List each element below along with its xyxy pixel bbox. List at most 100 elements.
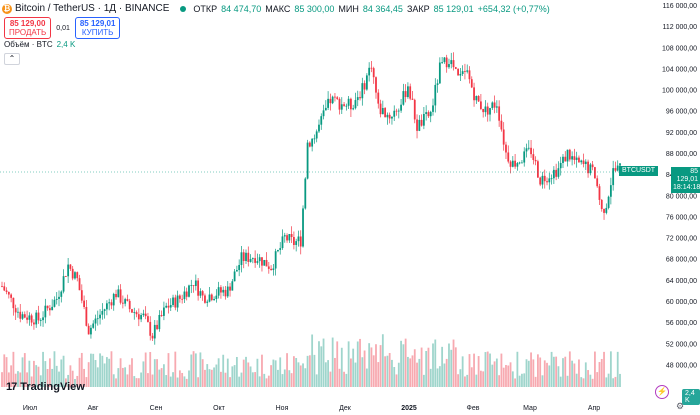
candle-body bbox=[372, 68, 375, 78]
volume-bar bbox=[206, 364, 209, 387]
volume-bar bbox=[149, 351, 152, 387]
gear-icon[interactable]: ⚙ bbox=[676, 401, 685, 411]
volume-bar bbox=[74, 378, 76, 387]
volume-bar bbox=[251, 372, 254, 387]
candle-body bbox=[441, 62, 444, 63]
volume-bar bbox=[201, 359, 204, 387]
candle-body bbox=[83, 300, 85, 308]
volume-legend[interactable]: Объём · BTC 2,4 K bbox=[4, 40, 75, 49]
volume-bar bbox=[117, 368, 120, 387]
lightning-icon[interactable]: ⚡ bbox=[655, 385, 669, 399]
volume-bar bbox=[256, 358, 259, 387]
candle-body bbox=[263, 259, 266, 266]
candle-body bbox=[454, 67, 457, 69]
volume-bar bbox=[28, 360, 31, 387]
candle-body bbox=[400, 104, 402, 111]
volume-bar bbox=[69, 365, 72, 387]
volume-bar bbox=[313, 354, 316, 387]
market-status-dot[interactable] bbox=[180, 5, 187, 12]
price-tick-label: 52 000,00 bbox=[666, 341, 697, 348]
volume-bar bbox=[7, 372, 10, 387]
volume-bar bbox=[482, 371, 485, 387]
volume-bar bbox=[530, 352, 532, 387]
volume-bar bbox=[292, 356, 295, 387]
sell-button[interactable]: 85 129,00 ПРОДАТЬ bbox=[4, 17, 52, 39]
candle-body bbox=[90, 327, 92, 335]
candle-body bbox=[320, 116, 323, 125]
candle-body bbox=[217, 287, 220, 296]
time-tick-label: Авг bbox=[88, 405, 99, 412]
candle-body bbox=[204, 295, 206, 303]
volume-bar bbox=[258, 376, 261, 387]
volume-bar bbox=[324, 362, 327, 387]
time-tick-label: Окт bbox=[213, 405, 226, 412]
candle-body bbox=[240, 252, 243, 265]
price-tick-label: 100 000,00 bbox=[662, 88, 697, 95]
candle-body bbox=[156, 324, 158, 330]
volume-bar bbox=[605, 377, 608, 387]
candle-body bbox=[281, 236, 284, 249]
candle-body bbox=[258, 257, 261, 262]
buy-button[interactable]: 85 129,01 КУПИТЬ bbox=[74, 17, 121, 39]
candle-body bbox=[144, 313, 147, 317]
volume-bar bbox=[518, 375, 521, 387]
candle-body bbox=[48, 308, 51, 311]
volume-bar bbox=[603, 351, 605, 387]
candle-body bbox=[500, 120, 503, 130]
candle-body bbox=[598, 186, 601, 200]
symbol-title[interactable]: Bitcoin / TetherUS · 1Д · BINANCE bbox=[15, 3, 170, 14]
volume-bar bbox=[438, 366, 441, 387]
volume-bar bbox=[290, 373, 293, 387]
volume-bar bbox=[94, 360, 97, 387]
candle-body bbox=[457, 68, 459, 76]
chevron-up-icon[interactable]: ⌃ bbox=[4, 53, 20, 65]
candle-body bbox=[265, 259, 268, 267]
volume-bar bbox=[543, 360, 546, 387]
volume-bar bbox=[35, 365, 38, 387]
volume-bar bbox=[60, 359, 63, 387]
candle-body bbox=[539, 177, 542, 185]
candle-body bbox=[64, 276, 67, 277]
volume-bar bbox=[318, 341, 320, 387]
candle-body bbox=[562, 156, 564, 163]
candle-body bbox=[541, 175, 544, 185]
volume-bar bbox=[308, 355, 311, 387]
volume-bar bbox=[233, 365, 236, 387]
candle-body bbox=[188, 285, 190, 297]
volume-bar bbox=[165, 375, 168, 387]
candle-body bbox=[215, 295, 218, 300]
candle-body bbox=[409, 86, 412, 99]
volume-bar bbox=[614, 376, 617, 387]
candle-body bbox=[343, 104, 345, 106]
candle-body bbox=[521, 162, 523, 164]
volume-bar bbox=[194, 353, 197, 387]
candle-body bbox=[58, 296, 60, 299]
volume-bar bbox=[235, 356, 238, 387]
candle-body bbox=[484, 106, 487, 113]
volume-bar bbox=[598, 362, 601, 387]
candle-body bbox=[35, 312, 38, 325]
volume-bar bbox=[71, 370, 74, 387]
volume-bar bbox=[552, 356, 555, 387]
candle-body bbox=[596, 178, 599, 187]
volume-bar bbox=[388, 353, 391, 387]
volume-bar bbox=[169, 376, 172, 387]
volume-bar bbox=[502, 367, 505, 387]
tradingview-logo[interactable]: 17 TradingView bbox=[6, 381, 85, 393]
tradingview-mark-icon: 17 bbox=[6, 381, 17, 393]
candle-body bbox=[302, 208, 304, 247]
volume-bar bbox=[299, 365, 302, 387]
volume-bar bbox=[151, 374, 154, 387]
candle-body bbox=[286, 235, 288, 241]
volume-bar bbox=[612, 378, 615, 387]
volume-bar bbox=[375, 344, 377, 387]
candle-body bbox=[94, 318, 97, 324]
volume-bar bbox=[80, 352, 83, 387]
candle-body bbox=[568, 149, 571, 160]
volume-bar bbox=[229, 377, 231, 387]
candle-body bbox=[338, 98, 341, 110]
volume-bar bbox=[62, 355, 65, 387]
volume-bar bbox=[443, 363, 446, 387]
candle-body bbox=[256, 261, 259, 263]
